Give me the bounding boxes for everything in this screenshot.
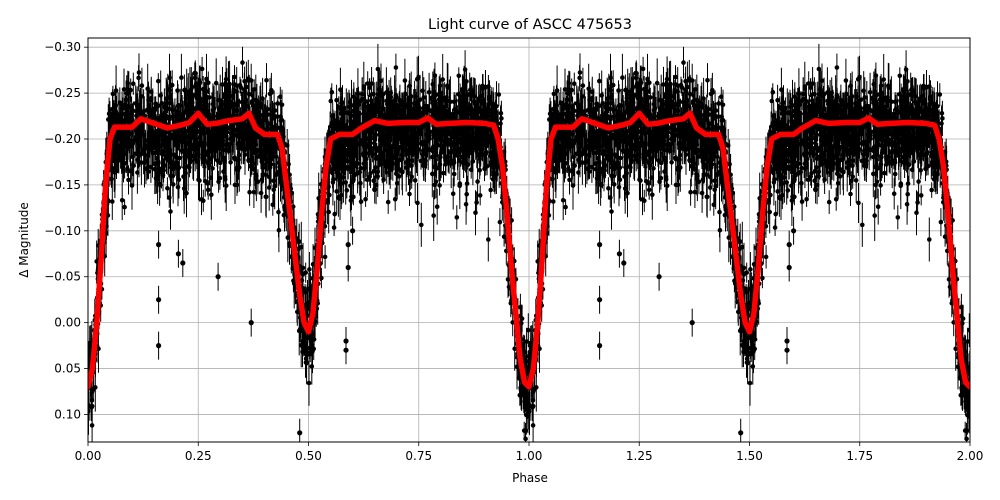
y-tick-label: −0.30: [44, 40, 81, 54]
y-tick-label: 0.05: [54, 362, 81, 376]
x-tick-label: 1.00: [516, 449, 543, 463]
y-tick-label: −0.10: [44, 224, 81, 238]
model-curve: [88, 110, 970, 390]
x-axis-label: Phase: [512, 471, 548, 485]
y-axis-ticks: −0.30 −0.25 −0.20 −0.15 −0.10 −0.05 0.00 0.05 0.…: [44, 40, 88, 421]
x-tick-label: 0.00: [75, 449, 102, 463]
x-tick-label: 1.50: [736, 449, 763, 463]
x-tick-label: 0.50: [295, 449, 322, 463]
y-tick-label: −0.15: [44, 178, 81, 192]
x-tick-label: 2.00: [957, 449, 984, 463]
y-tick-label: −0.25: [44, 86, 81, 100]
y-tick-label: 0.00: [54, 316, 81, 330]
x-axis-ticks: 0.00 0.25 0.50 0.75 1.00 1.25 1.50 1.75 2.00: [75, 442, 984, 463]
x-tick-label: 1.25: [626, 449, 653, 463]
x-tick-label: 0.75: [405, 449, 432, 463]
x-tick-label: 0.25: [185, 449, 212, 463]
x-tick-label: 1.75: [846, 449, 873, 463]
y-axis-label: Δ Magnitude: [17, 202, 31, 278]
y-tick-label: −0.20: [44, 132, 81, 146]
y-tick-label: 0.10: [54, 407, 81, 421]
chart-title: Light curve of ASCC 475653: [428, 17, 632, 33]
y-tick-label: −0.05: [44, 270, 81, 284]
